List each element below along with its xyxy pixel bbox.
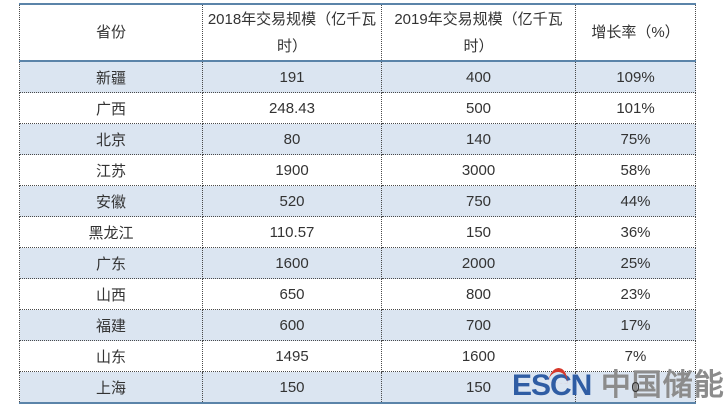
- value-cell: 600: [202, 309, 382, 341]
- province-cell: 安徽: [19, 185, 203, 217]
- table-row: 北京 80 140 75%: [19, 123, 696, 155]
- value-cell: 58%: [575, 154, 696, 186]
- column-header: 省份: [19, 3, 203, 62]
- table-row: 黑龙江 110.57 150 36%: [19, 216, 696, 248]
- value-cell: 400: [381, 60, 576, 93]
- province-cell: 福建: [19, 309, 203, 341]
- value-cell: 3000: [381, 154, 576, 186]
- escn-site-name: 中国储能网: [600, 369, 724, 402]
- table-row: 山西 650 800 23%: [19, 278, 696, 310]
- column-header: 增长率（%）: [575, 3, 696, 62]
- province-cell: 广西: [19, 92, 203, 124]
- table-row: 江苏 1900 3000 58%: [19, 154, 696, 186]
- province-cell: 黑龙江: [19, 216, 203, 248]
- province-cell: 新疆: [19, 60, 203, 93]
- value-cell: 1495: [202, 340, 382, 372]
- table-row: 山东 1495 1600 7%: [19, 340, 696, 372]
- column-header: 2018年交易规模（亿千瓦时）: [202, 3, 382, 62]
- value-cell: 25%: [575, 247, 696, 279]
- value-cell: 23%: [575, 278, 696, 310]
- table-row: 广东 1600 2000 25%: [19, 247, 696, 279]
- province-cell: 山东: [19, 340, 203, 372]
- column-header: 2019年交易规模（亿千瓦时）: [381, 3, 576, 62]
- value-cell: 36%: [575, 216, 696, 248]
- value-cell: 2000: [381, 247, 576, 279]
- value-cell: 75%: [575, 123, 696, 155]
- province-trading-table-wrap: 省份 2018年交易规模（亿千瓦时） 2019年交易规模（亿千瓦时） 增长率（%） 新…: [19, 3, 696, 404]
- province-cell: 广东: [19, 247, 203, 279]
- table-row: 福建 600 700 17%: [19, 309, 696, 341]
- value-cell: 44%: [575, 185, 696, 217]
- table-row: 安徽 520 750 44%: [19, 185, 696, 217]
- province-cell: 上海: [19, 371, 203, 404]
- value-cell: 109%: [575, 60, 696, 93]
- value-cell: 191: [202, 60, 382, 93]
- value-cell: 750: [381, 185, 576, 217]
- value-cell: 0: [575, 371, 696, 404]
- value-cell: 1600: [202, 247, 382, 279]
- escn-logo-text: ESCN: [512, 369, 592, 402]
- table-row: 新疆 191 400 109%: [19, 60, 696, 93]
- value-cell: 1600: [381, 340, 576, 372]
- escn-watermark: ESCN 中国储能网: [512, 367, 724, 406]
- province-cell: 山西: [19, 278, 203, 310]
- value-cell: 248.43: [202, 92, 382, 124]
- table-body: 新疆 191 400 109% 广西 248.43 500 101% 北京 80 140 75% 江苏 1…: [19, 60, 696, 404]
- value-cell: 110.57: [202, 216, 382, 248]
- value-cell: 650: [202, 278, 382, 310]
- table-header-row: 省份 2018年交易规模（亿千瓦时） 2019年交易规模（亿千瓦时） 增长率（%）: [19, 3, 696, 62]
- value-cell: 1900: [202, 154, 382, 186]
- province-trading-table: 省份 2018年交易规模（亿千瓦时） 2019年交易规模（亿千瓦时） 增长率（%） 新…: [19, 3, 696, 404]
- value-cell: 17%: [575, 309, 696, 341]
- province-cell: 北京: [19, 123, 203, 155]
- value-cell: 700: [381, 309, 576, 341]
- value-cell: 140: [381, 123, 576, 155]
- province-cell: 江苏: [19, 154, 203, 186]
- value-cell: 150: [202, 371, 382, 404]
- table-row: 上海 150 150 0: [19, 371, 696, 404]
- value-cell: 800: [381, 278, 576, 310]
- table-header: 省份 2018年交易规模（亿千瓦时） 2019年交易规模（亿千瓦时） 增长率（%）: [19, 3, 696, 62]
- value-cell: 150: [381, 371, 576, 404]
- value-cell: 80: [202, 123, 382, 155]
- table-row: 广西 248.43 500 101%: [19, 92, 696, 124]
- value-cell: 520: [202, 185, 382, 217]
- value-cell: 7%: [575, 340, 696, 372]
- value-cell: 101%: [575, 92, 696, 124]
- value-cell: 500: [381, 92, 576, 124]
- value-cell: 150: [381, 216, 576, 248]
